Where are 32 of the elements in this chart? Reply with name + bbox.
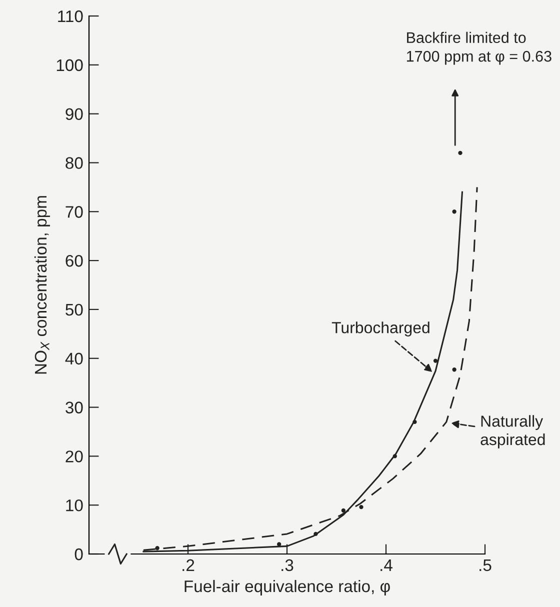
y-tick-label: 50: [66, 304, 83, 316]
y-tick-label: 60: [66, 254, 83, 267]
x-axis-title: Fuel-air equivalence ratio, φ: [184, 580, 390, 596]
point: [452, 368, 456, 372]
annotation: Turbocharged: [332, 322, 430, 336]
y-tick-label: 20: [66, 450, 83, 462]
y-tick-label: 0: [74, 548, 83, 560]
point: [392, 454, 397, 458]
x-tick-label: .2: [182, 559, 194, 571]
y-tick-label: 30: [66, 402, 83, 414]
point: [276, 542, 282, 546]
y-axis-title: NO$_{X}$ concentration, ppm: [34, 196, 50, 374]
point: [314, 532, 318, 536]
point: [359, 504, 364, 510]
y-tick-label: 10: [66, 499, 83, 512]
point: [155, 546, 160, 550]
y-tick-label: 100: [56, 59, 83, 72]
point: [341, 508, 346, 513]
y-tick-label: 80: [66, 157, 83, 169]
x-tick-label: .3: [282, 559, 294, 572]
y-tick-label: 70: [66, 206, 83, 218]
annotation: Backfire limited to 1700 ppm at φ = 0.63: [406, 32, 552, 65]
point: [458, 150, 462, 156]
y-tick-label: 40: [65, 352, 83, 365]
x-tick-label: .4: [380, 559, 392, 571]
point: [452, 210, 456, 214]
point: [412, 420, 417, 424]
y-tick-label: 90: [66, 108, 83, 120]
x-tick-label: .5: [480, 559, 492, 572]
point: [433, 358, 438, 363]
y-tick-label: 110: [58, 10, 83, 22]
annotation: Naturally aspirated: [480, 415, 545, 448]
